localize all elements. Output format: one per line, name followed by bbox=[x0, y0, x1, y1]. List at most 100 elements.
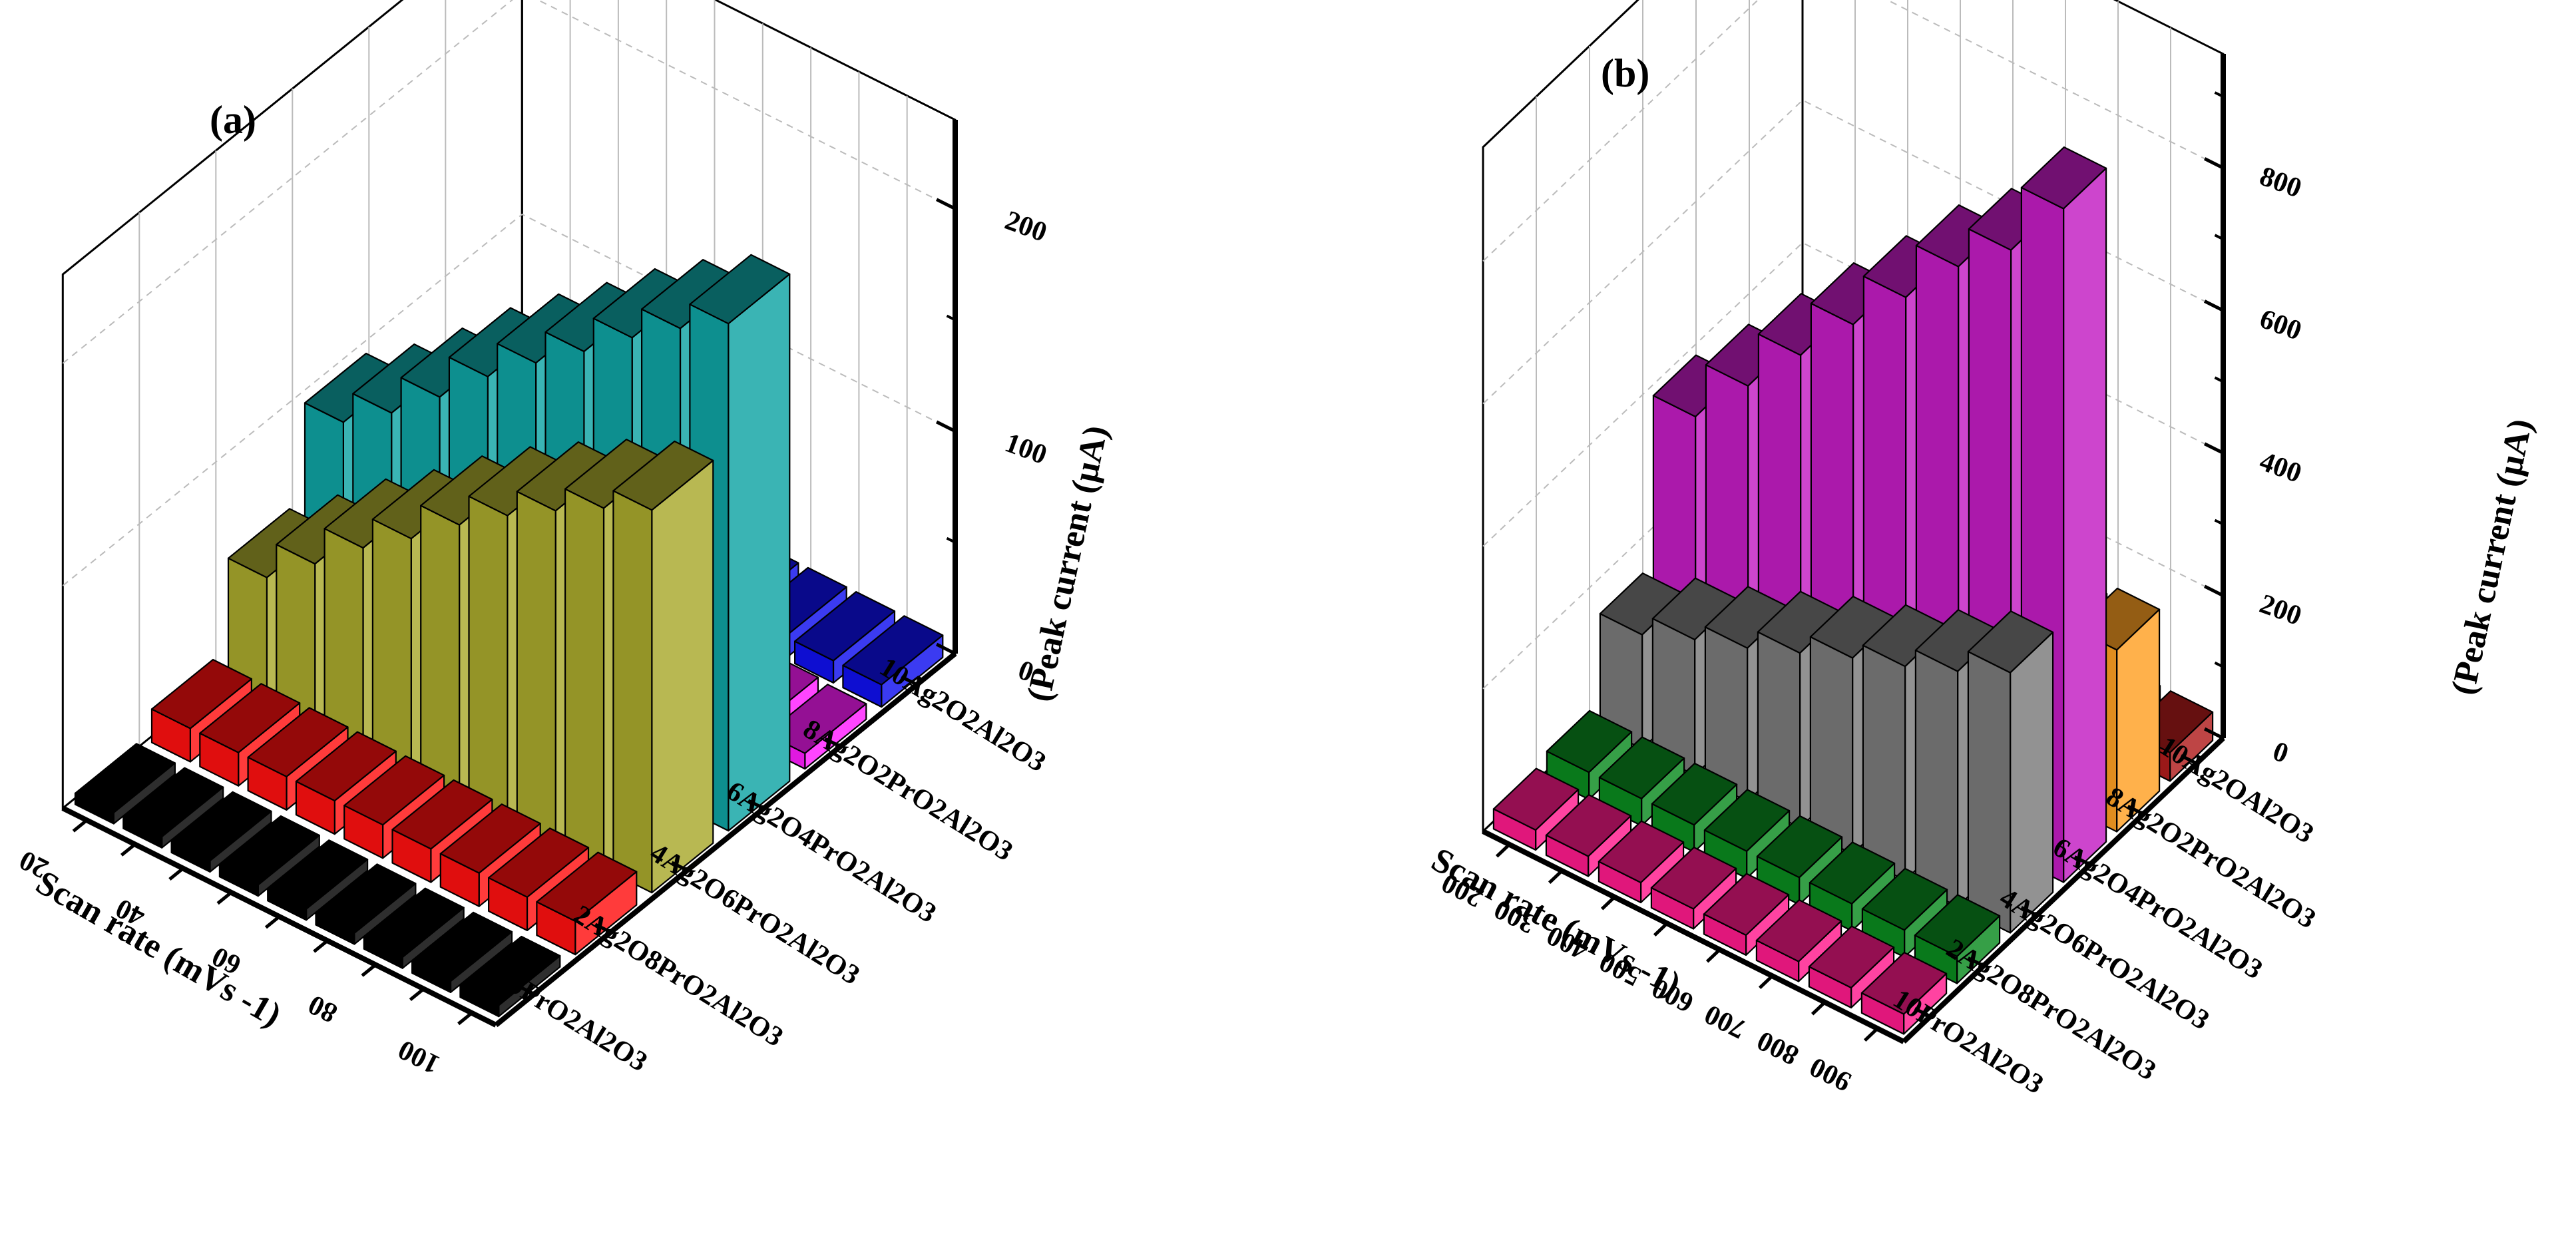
bar-top-face bbox=[1545, 793, 1632, 857]
bar-top-face bbox=[218, 815, 320, 886]
bar-top-face bbox=[612, 440, 714, 511]
panel-a-bar-10pro2al2o3-30 bbox=[122, 767, 224, 849]
bar-top-face bbox=[1860, 951, 1948, 1015]
bar-top-face bbox=[1703, 789, 1791, 852]
bar-side-face bbox=[371, 519, 412, 773]
panel-a-label: (a) bbox=[210, 98, 256, 142]
panel-a-scan-tick bbox=[264, 915, 281, 929]
bar-top-face bbox=[1651, 762, 1738, 826]
panel-b-bars bbox=[1492, 146, 2214, 1035]
panel-a-scan-tick bbox=[216, 891, 232, 905]
bar-top-face bbox=[439, 803, 541, 874]
panel-a-z-tick bbox=[935, 420, 957, 433]
panel-a-z-tick-label: 100 bbox=[1001, 427, 1051, 471]
bar-side-face bbox=[564, 488, 605, 870]
panel-b-z-gridline bbox=[1482, 384, 2224, 690]
panel-b-z-minor-tick bbox=[2214, 91, 2224, 99]
panel-a-bar-10pro2al2o3-40 bbox=[170, 791, 272, 873]
bar-top-face bbox=[411, 911, 513, 982]
panel-b-series-tick bbox=[2073, 855, 2091, 867]
panel-b-scan-tick bbox=[1548, 869, 1564, 884]
panel-a-series-label-10pro2al2o3: 10PrO2Al2O3 bbox=[491, 961, 652, 1078]
bar-top-face bbox=[315, 863, 417, 934]
panel-b-z-gridline bbox=[1482, 0, 2224, 262]
panel-b-z-tick-label: 200 bbox=[2256, 588, 2306, 632]
panel-a-scan-tick bbox=[168, 867, 184, 881]
panel-a-bars bbox=[74, 254, 944, 1018]
bar-side-face bbox=[1862, 644, 1906, 881]
panel-a-bar-10ag2o2al2o3-100 bbox=[842, 615, 944, 708]
bar-top-face bbox=[1809, 841, 1896, 905]
bar-front-face bbox=[2063, 167, 2107, 883]
panel-a-bar-10pro2al2o3-20 bbox=[74, 743, 176, 825]
panel-b-z-gridline bbox=[1482, 99, 2224, 405]
panel-b-z-axis-title: (Peak current (µA) bbox=[2444, 415, 2539, 698]
bar-top-face bbox=[391, 779, 493, 850]
bar-top-face bbox=[487, 827, 590, 898]
bar-top-face bbox=[1914, 894, 2001, 957]
bar-top-face bbox=[295, 731, 397, 802]
bar-top-face bbox=[1703, 873, 1790, 936]
bar-side-face bbox=[468, 495, 509, 821]
bar-top-face bbox=[1650, 846, 1737, 910]
bar-top-face bbox=[343, 755, 445, 826]
panel-a-bar-10pro2al2o3-80 bbox=[363, 887, 465, 969]
panel-b-series-tick bbox=[2180, 754, 2198, 765]
panel-a-series-tick bbox=[748, 799, 765, 810]
panel-a-series-tick bbox=[518, 984, 535, 996]
bar-top-face bbox=[1546, 710, 1633, 773]
bar-top-face bbox=[765, 684, 867, 754]
bar-top-face bbox=[267, 839, 369, 910]
bar-side-face bbox=[420, 505, 461, 797]
panel-a-bar-4ag2o6pro2al2o3-100 bbox=[612, 440, 714, 894]
panel-b-z-tick bbox=[2203, 300, 2225, 312]
panel-a-bar-10pro2al2o3-100 bbox=[459, 935, 561, 1018]
panel-b-scan-tick bbox=[1495, 843, 1511, 858]
panel-b-scan-tick bbox=[1863, 1027, 1879, 1042]
bar-top-face bbox=[1861, 867, 1948, 931]
panel-b-scan-tick bbox=[1653, 922, 1669, 936]
bar-front-face bbox=[728, 273, 791, 832]
panel-a-z-minor-tick bbox=[946, 314, 956, 321]
panel-a-bar-10pro2al2o3-90 bbox=[411, 911, 513, 994]
bar-side-face bbox=[612, 490, 653, 894]
bar-top-face bbox=[363, 887, 465, 958]
panel-a-bar-8ag2o2pro2al2o3-100 bbox=[765, 684, 867, 770]
panel-a-series-tick bbox=[901, 675, 918, 686]
bar-side-face bbox=[516, 491, 556, 845]
bar-side-face bbox=[323, 528, 364, 749]
panel-b-z-tick bbox=[2203, 157, 2225, 170]
bar-top-face bbox=[170, 791, 272, 862]
bar-side-face bbox=[1914, 649, 1959, 908]
panel-b-z-tick-label: 800 bbox=[2256, 161, 2306, 204]
bar-top-face bbox=[1598, 736, 1685, 799]
panel-b-z-tick bbox=[2203, 727, 2225, 740]
panel-a-series-tick bbox=[824, 737, 841, 748]
panel-a-scan-tick bbox=[72, 819, 89, 833]
panel-b-z-tick-label: 400 bbox=[2256, 446, 2306, 489]
bar-top-face bbox=[1492, 767, 1580, 831]
panel-b-bar-2ag2o8pro2al2o3-600 bbox=[1756, 815, 1843, 906]
bar-top-face bbox=[536, 851, 638, 923]
bar-side-face bbox=[1809, 636, 1854, 855]
bar-top-face bbox=[247, 707, 349, 777]
panel-a-bar-10pro2al2o3-60 bbox=[267, 839, 369, 921]
panel-b-series-axis bbox=[1902, 736, 2225, 1044]
bar-top-face bbox=[199, 683, 301, 753]
panel-b-scan-tick-label: 700 bbox=[1700, 998, 1751, 1044]
panel-a-z-gridline bbox=[62, 213, 956, 586]
bar-top-face bbox=[1756, 815, 1843, 879]
panel-b-scan-tick-label: 800 bbox=[1753, 1025, 1804, 1071]
panel-a-z-tick-label: 200 bbox=[1001, 205, 1051, 248]
bar-front-face bbox=[651, 459, 714, 894]
bar-top-face bbox=[793, 590, 896, 662]
panel-b-series-tick bbox=[2127, 805, 2145, 816]
panel-a-bar-2ag2o8pro2al2o3-100 bbox=[536, 851, 638, 956]
panel-b-label: (b) bbox=[1601, 51, 1649, 95]
panel-a-series-tick bbox=[594, 923, 612, 934]
bar-top-face bbox=[74, 743, 176, 813]
panel-b-series-tick bbox=[1967, 956, 1985, 968]
